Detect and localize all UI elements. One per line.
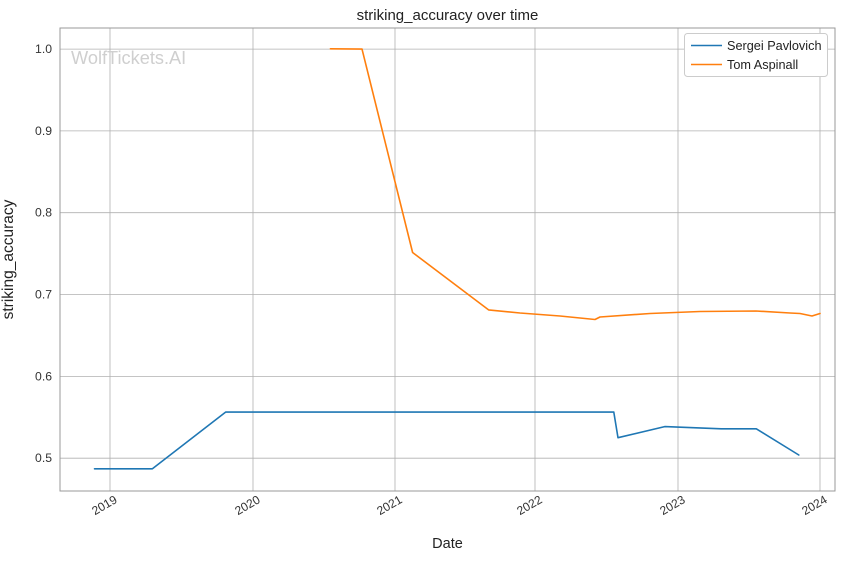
svg-text:striking_accuracy over time: striking_accuracy over time: [357, 7, 539, 24]
svg-text:striking_accuracy: striking_accuracy: [0, 199, 17, 319]
svg-text:2023: 2023: [657, 492, 687, 518]
svg-text:0.8: 0.8: [35, 206, 52, 220]
svg-text:0.6: 0.6: [35, 369, 52, 383]
svg-text:2024: 2024: [799, 492, 829, 518]
svg-text:Date: Date: [432, 536, 463, 552]
svg-text:2022: 2022: [514, 492, 544, 518]
svg-text:0.5: 0.5: [35, 451, 52, 465]
svg-text:2021: 2021: [374, 492, 404, 518]
svg-text:2019: 2019: [89, 492, 119, 518]
svg-text:Sergei Pavlovich: Sergei Pavlovich: [727, 39, 822, 53]
svg-text:1.0: 1.0: [35, 42, 52, 56]
svg-text:Tom Aspinall: Tom Aspinall: [727, 58, 798, 72]
svg-text:0.7: 0.7: [35, 288, 52, 302]
svg-text:WolfTickets.AI: WolfTickets.AI: [71, 48, 186, 68]
svg-text:2020: 2020: [232, 492, 262, 518]
svg-text:0.9: 0.9: [35, 124, 52, 138]
